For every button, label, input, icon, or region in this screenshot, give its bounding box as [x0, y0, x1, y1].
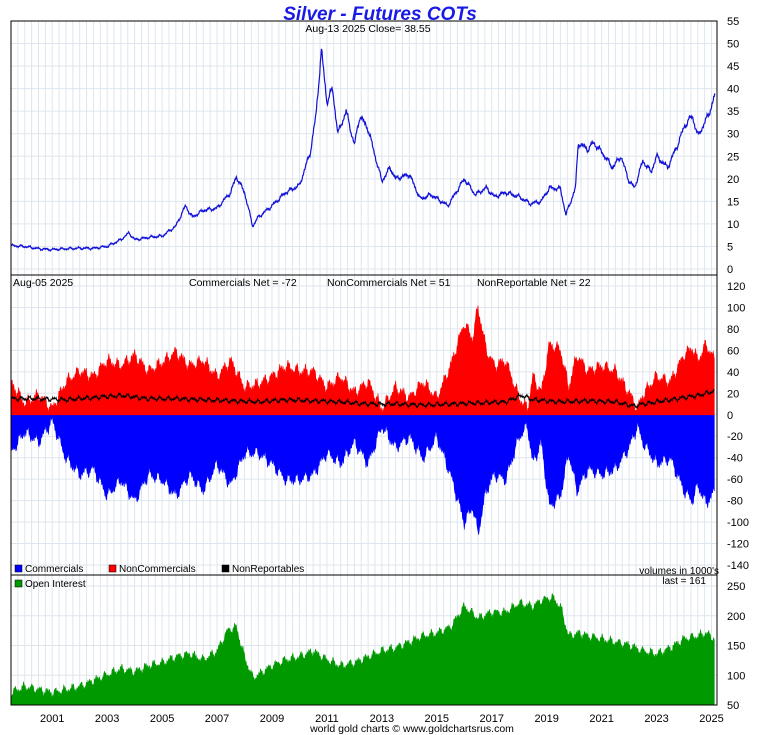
y-tick-label: -140 — [727, 560, 749, 572]
y-tick-label: 10 — [727, 219, 739, 231]
legend-nonreportables-swatch — [221, 564, 230, 573]
price-caption: Aug-13 2025 Close= 38.55 — [305, 23, 430, 35]
y-tick-label: 120 — [727, 281, 745, 293]
open-interest-area — [10, 593, 715, 706]
legend-noncommercials-swatch — [108, 564, 117, 573]
commercials-area — [10, 414, 715, 535]
panel-frame — [10, 574, 718, 706]
x-tick-label: 2025 — [699, 713, 723, 725]
volume-note: volumes in 1000's — [639, 566, 719, 577]
x-tick-label: 2015 — [425, 713, 449, 725]
x-tick-label: 2001 — [40, 713, 64, 725]
y-tick-label: 20 — [727, 174, 739, 186]
chart-background — [11, 21, 717, 705]
y-tick-label: 45 — [727, 61, 739, 73]
noncommercials-net: NonCommercials Net = 51 — [327, 277, 451, 289]
nonreportable-net: NonReportable Net = 22 — [477, 277, 591, 289]
y-tick-label: -80 — [727, 496, 743, 508]
commercials-net: Commercials Net = -72 — [189, 277, 297, 289]
y-tick-label: 0 — [727, 410, 733, 422]
y-tick-label: -40 — [727, 453, 743, 465]
y-tick-label: 250 — [727, 581, 745, 593]
y-tick-label: 100 — [727, 302, 745, 314]
chart-title: Silver - Futures COTs — [283, 4, 477, 25]
y-tick-label: 100 — [727, 670, 745, 682]
x-tick-label: 2023 — [644, 713, 668, 725]
legend-commercials-swatch — [14, 564, 23, 573]
y-tick-label: -60 — [727, 474, 743, 486]
nonreportables-line — [10, 388, 715, 410]
tick-labels: 2001 2003 2005 2007 2009 2011 2013 2015 2017 2019… — [40, 16, 749, 725]
legend-open-interest-swatch — [14, 579, 23, 588]
y-tick-label: 0 — [727, 264, 733, 276]
y-tick-label: -100 — [727, 517, 749, 529]
y-tick-label: 40 — [727, 367, 739, 379]
cot-date: Aug-05 2025 — [13, 277, 73, 289]
y-tick-label: 50 — [727, 700, 739, 712]
y-tick-label: 5 — [727, 241, 733, 253]
oi-last-value: last = 161 — [662, 576, 706, 587]
noncommercials-area — [10, 305, 715, 416]
plot-area — [11, 21, 717, 705]
y-tick-label: 35 — [727, 106, 739, 118]
y-tick-label: 80 — [727, 324, 739, 336]
y-tick-label: 25 — [727, 151, 739, 163]
x-tick-label: 2005 — [150, 713, 174, 725]
y-tick-label: 20 — [727, 388, 739, 400]
x-tick-label: 2017 — [479, 713, 503, 725]
chart-marks — [10, 48, 716, 706]
y-tick-label: 200 — [727, 611, 745, 623]
footer-credit: world gold charts © www.goldchartsrus.co… — [309, 723, 514, 735]
y-tick-label: 30 — [727, 129, 739, 141]
x-tick-label: 2011 — [315, 713, 339, 725]
y-tick-label: -20 — [727, 431, 743, 443]
x-tick-label: 2007 — [205, 713, 229, 725]
x-tick-label: 2021 — [589, 713, 613, 725]
y-tick-label: 60 — [727, 345, 739, 357]
legend-noncommercials-label: NonCommercials — [119, 564, 196, 575]
y-tick-label: 15 — [727, 196, 739, 208]
x-tick-label: 2019 — [534, 713, 558, 725]
legend-commercials-label: Commercials — [25, 564, 83, 575]
x-tick-label: 2003 — [95, 713, 119, 725]
y-tick-label: 55 — [727, 16, 739, 28]
cot-legend: Commercials NonCommercials NonReportable… — [14, 564, 304, 575]
x-tick-label: 2009 — [260, 713, 284, 725]
price-line — [10, 48, 716, 252]
x-tick-label: 2013 — [370, 713, 394, 725]
y-tick-label: 50 — [727, 39, 739, 51]
panel-frames — [10, 20, 718, 706]
legend-open-interest-label: Open Interest — [25, 579, 86, 590]
legend-nonreportables-label: NonReportables — [232, 564, 304, 575]
y-tick-label: 150 — [727, 641, 745, 653]
y-tick-label: -120 — [727, 539, 749, 551]
y-tick-label: 40 — [727, 84, 739, 96]
